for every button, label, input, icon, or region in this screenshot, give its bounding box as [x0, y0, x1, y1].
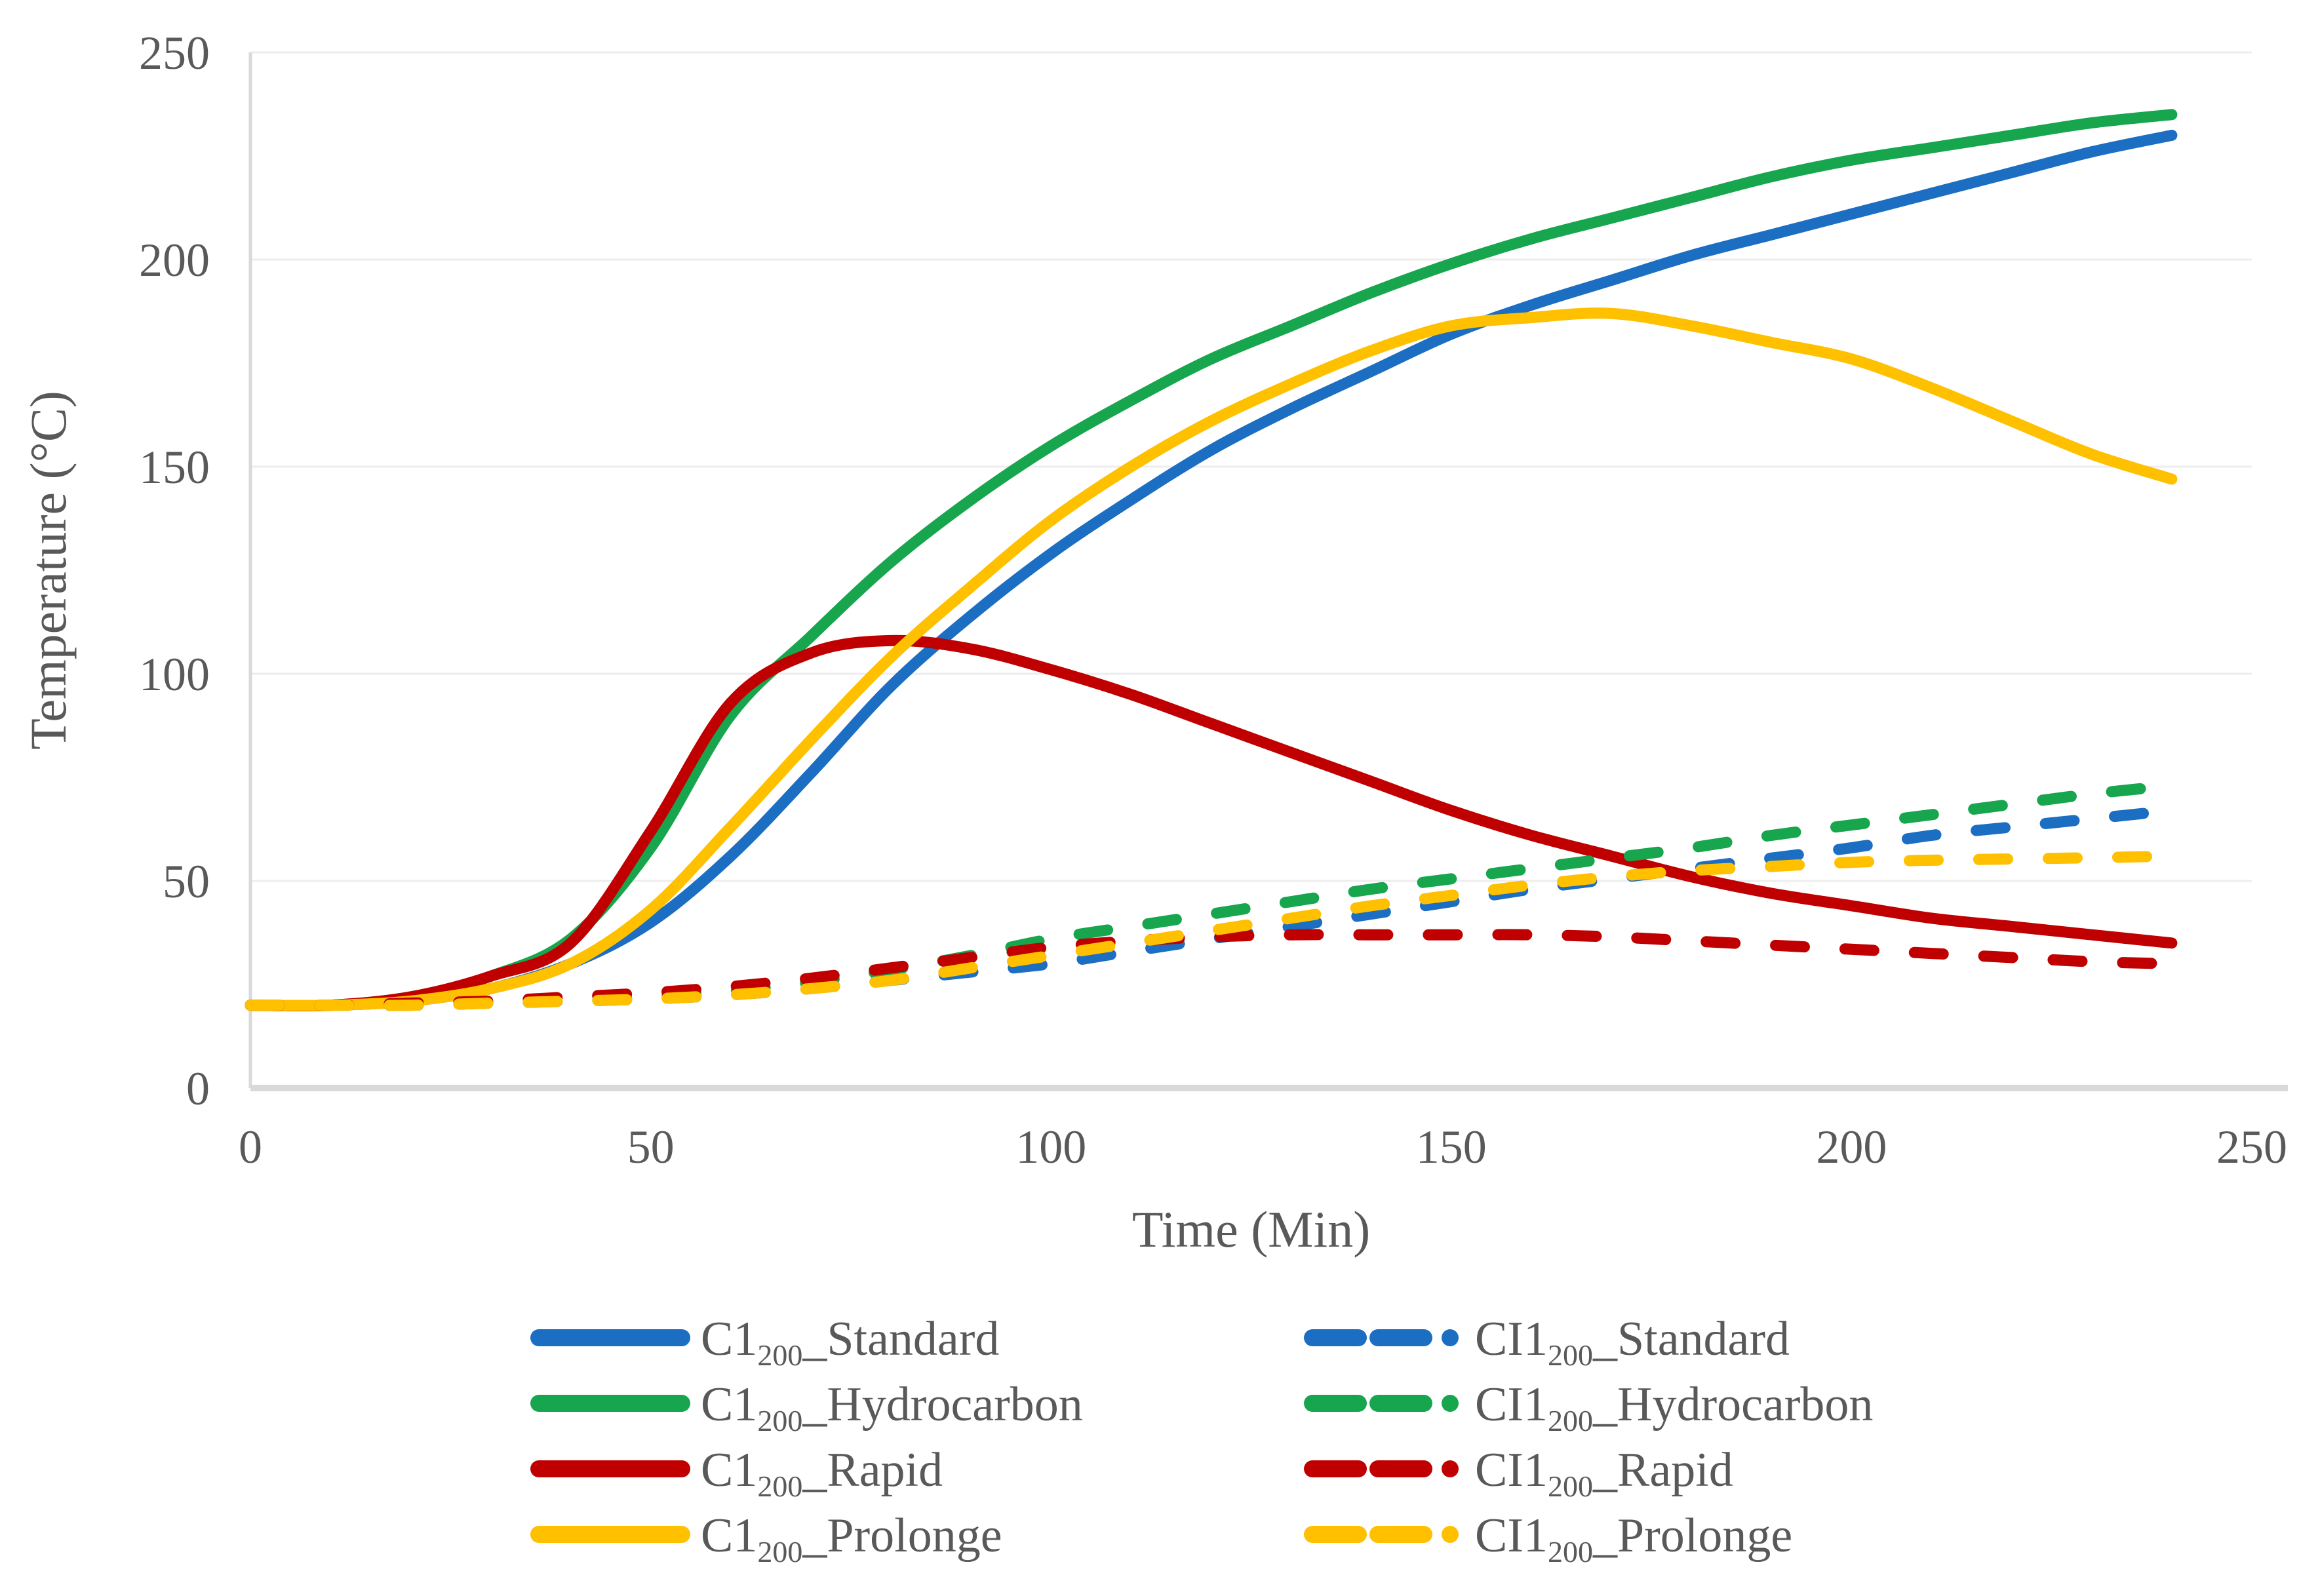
legend-label-c1200_rapid: C1200_Rapid	[701, 1443, 943, 1503]
series-c1200_rapid	[245, 634, 2178, 1012]
x-tick-label-150: 150	[1416, 1121, 1487, 1173]
x-tick-label-0: 0	[239, 1121, 262, 1173]
x-tick-label-100: 100	[1015, 1121, 1086, 1173]
legend-label-ci1200_rapid: CI1200_Rapid	[1475, 1443, 1733, 1503]
y-tick-label-50: 50	[163, 855, 210, 908]
legend-swatch-dot-ci1200_rapid	[1442, 1460, 1459, 1477]
legend-label-ci1200_hydrocarbon: CI1200_Hydrocarbon	[1475, 1378, 1873, 1437]
x-tick-label-200: 200	[1816, 1121, 1887, 1173]
series-c1200_hydrocarbon	[245, 109, 2178, 1012]
y-tick-label-100: 100	[139, 648, 210, 701]
y-tick-label-150: 150	[139, 441, 210, 494]
legend-swatch-dot-ci1200_prolonge	[1442, 1526, 1459, 1543]
legend-swatch-dot-ci1200_hydrocarbon	[1442, 1395, 1459, 1412]
series-ci1200_hydrocarbon	[245, 780, 2178, 1011]
series-ci1200_prolonge	[245, 850, 2178, 1011]
x-tick-label-250: 250	[2216, 1121, 2287, 1173]
x-tick-label-50: 50	[627, 1121, 675, 1173]
x-axis-title: Time (Min)	[1132, 1201, 1370, 1258]
legend-label-c1200_standard: C1200_Standard	[701, 1312, 999, 1372]
legend-label-ci1200_prolonge: CI1200_Prolonge	[1475, 1509, 1792, 1568]
series-ci1200_rapid	[245, 929, 2178, 1011]
y-tick-label-250: 250	[139, 27, 210, 79]
legend-label-c1200_hydrocarbon: C1200_Hydrocarbon	[701, 1378, 1083, 1437]
series-c1200_prolonge	[245, 307, 2178, 1011]
series-c1200_standard	[245, 129, 2178, 1011]
y-tick-label-200: 200	[139, 234, 210, 286]
y-tick-label-0: 0	[186, 1062, 210, 1115]
legend-swatch-dot-ci1200_standard	[1442, 1329, 1459, 1346]
legend-label-ci1200_standard: CI1200_Standard	[1475, 1312, 1790, 1372]
y-axis-title: Temperature (°C)	[20, 391, 77, 750]
series-ci1200_standard	[245, 805, 2178, 1011]
legend-label-c1200_prolonge: C1200_Prolonge	[701, 1509, 1002, 1568]
